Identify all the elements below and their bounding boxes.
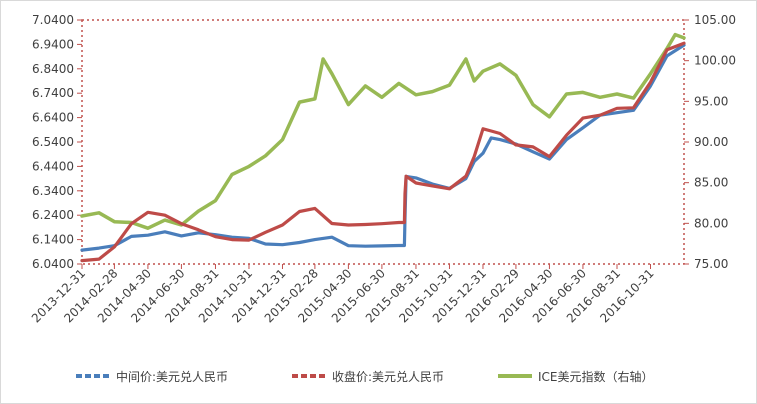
y-left-tick-label: 6.5400 — [32, 135, 74, 149]
y-left-tick-label: 6.0400 — [32, 257, 74, 271]
legend-label-2: ICE美元指数（右轴） — [538, 369, 654, 384]
legend: 中间价:美元兑人民币 收盘价:美元兑人民币 ICE美元指数（右轴） — [76, 369, 654, 384]
y-left-tick-label: 6.8400 — [32, 62, 74, 76]
y-right-tick-label: 85.00 — [694, 176, 728, 190]
y-left-tick-label: 6.4400 — [32, 159, 74, 173]
legend-label-0: 中间价:美元兑人民币 — [116, 369, 228, 384]
y-right-tick-label: 75.00 — [694, 257, 728, 271]
y-right-tick-label: 95.00 — [694, 94, 728, 108]
y-right-tick-label: 90.00 — [694, 135, 728, 149]
series-line-1 — [80, 41, 686, 263]
y-left-tick-label: 7.0400 — [32, 13, 74, 27]
y-left-tick-label: 6.6400 — [32, 111, 74, 125]
y-right-tick-label: 105.00 — [694, 13, 736, 27]
series-layer — [80, 32, 686, 263]
y-right-tick-label: 100.00 — [694, 54, 736, 68]
y-left-tick-label: 6.3400 — [32, 184, 74, 198]
y-axis-right: 75.00 80.00 85.00 90.00 95.00 100.00 105.00 — [684, 13, 736, 271]
y-left-tick-label: 6.7400 — [32, 86, 74, 100]
y-left-tick-label: 6.1400 — [32, 233, 74, 247]
y-axis-left: 6.0400 6.1400 6.2400 6.3400 6.4400 6.5400 6.64… — [32, 13, 82, 271]
series-line-2 — [80, 32, 686, 230]
y-right-tick-label: 80.00 — [694, 216, 728, 230]
series-line-0 — [80, 43, 686, 252]
y-left-tick-label: 6.2400 — [32, 208, 74, 222]
y-left-tick-label: 6.9400 — [32, 37, 74, 51]
legend-label-1: 收盘价:美元兑人民币 — [332, 369, 444, 384]
